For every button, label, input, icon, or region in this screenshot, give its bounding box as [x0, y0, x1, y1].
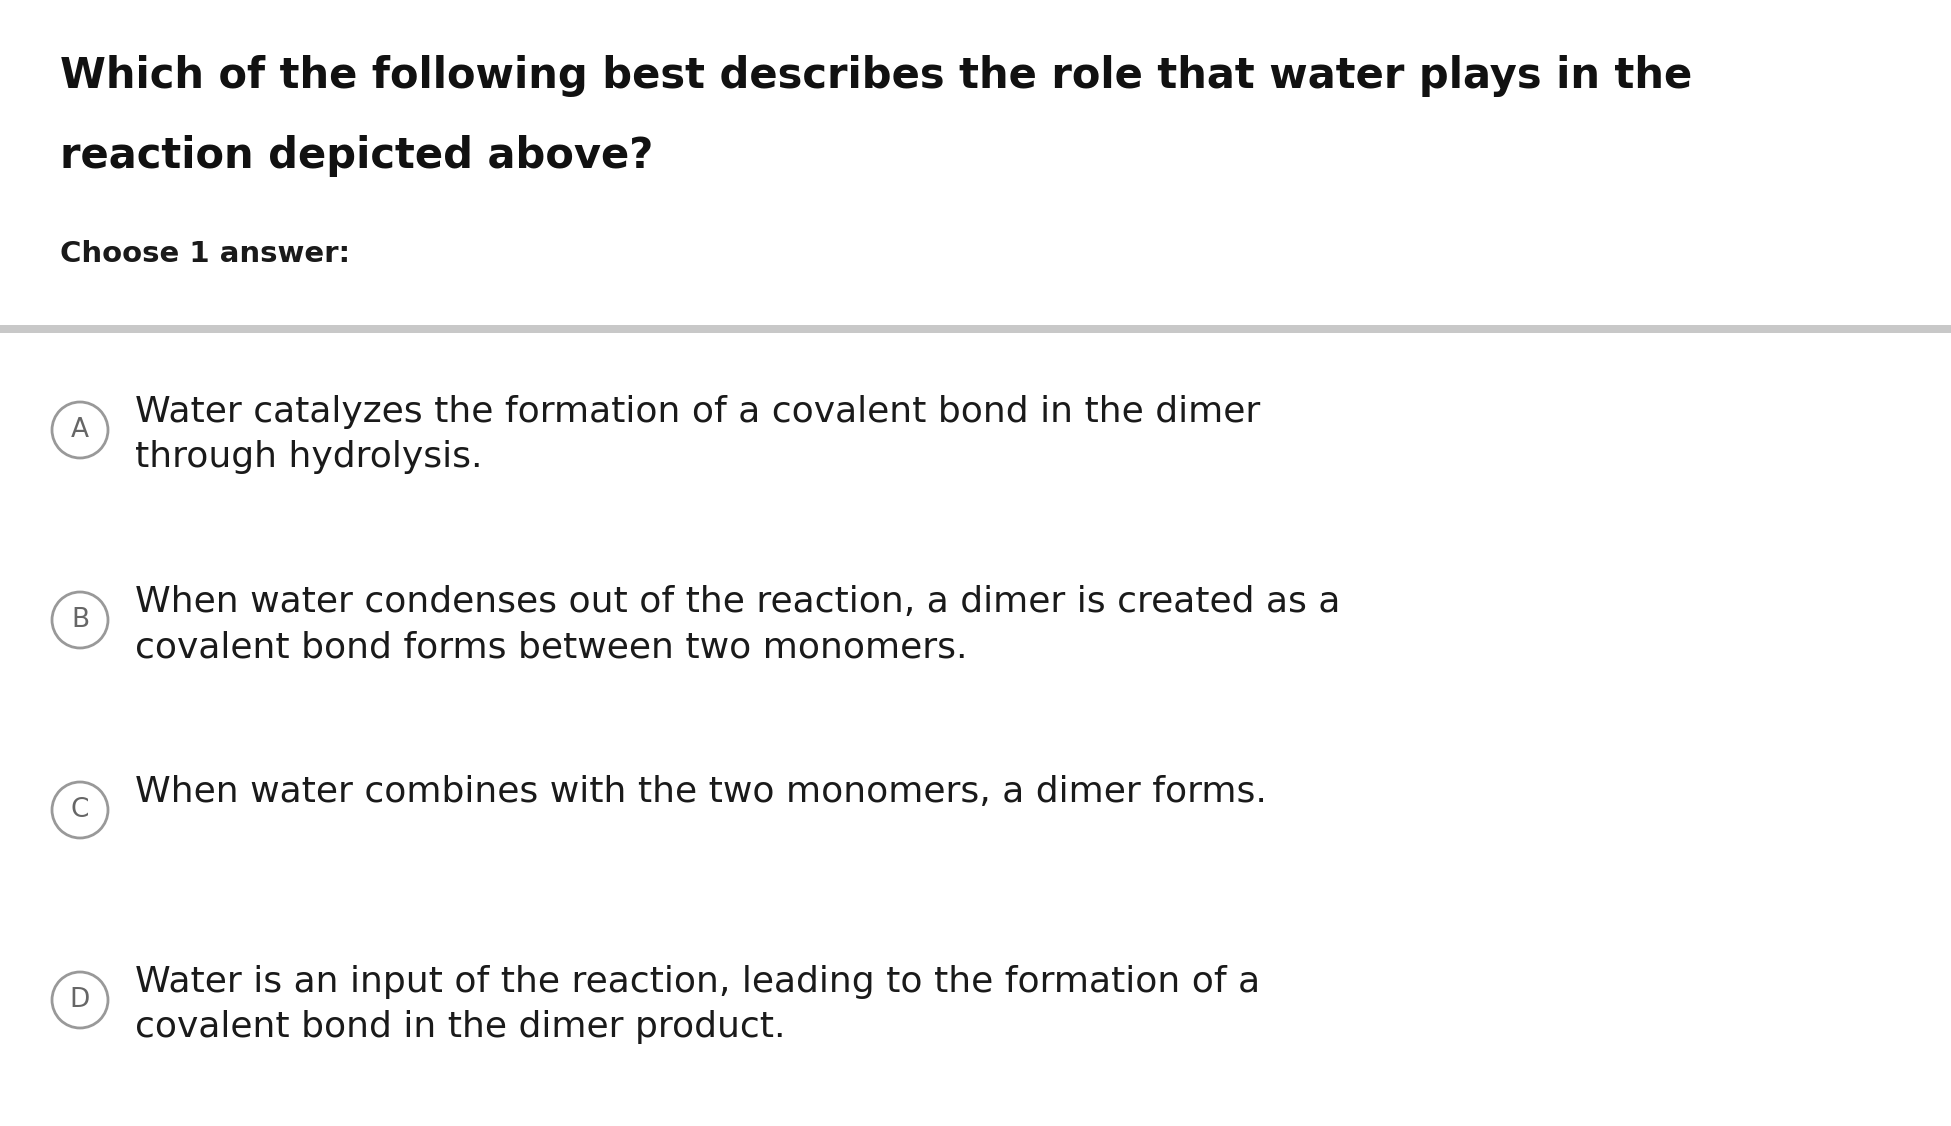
Text: covalent bond in the dimer product.: covalent bond in the dimer product.	[135, 1010, 786, 1044]
Text: D: D	[70, 988, 90, 1013]
Text: A: A	[70, 417, 90, 443]
Text: When water condenses out of the reaction, a dimer is created as a: When water condenses out of the reaction…	[135, 586, 1340, 619]
Text: reaction depicted above?: reaction depicted above?	[60, 135, 654, 177]
Text: Water catalyzes the formation of a covalent bond in the dimer: Water catalyzes the formation of a coval…	[135, 395, 1260, 429]
Text: Water is an input of the reaction, leading to the formation of a: Water is an input of the reaction, leadi…	[135, 965, 1260, 999]
Text: Which of the following best describes the role that water plays in the: Which of the following best describes th…	[60, 55, 1692, 97]
Text: When water combines with the two monomers, a dimer forms.: When water combines with the two monomer…	[135, 775, 1266, 808]
Text: covalent bond forms between two monomers.: covalent bond forms between two monomers…	[135, 631, 968, 664]
Text: C: C	[70, 797, 90, 823]
Text: Choose 1 answer:: Choose 1 answer:	[60, 240, 349, 268]
Text: B: B	[70, 607, 90, 633]
Text: through hydrolysis.: through hydrolysis.	[135, 440, 482, 474]
